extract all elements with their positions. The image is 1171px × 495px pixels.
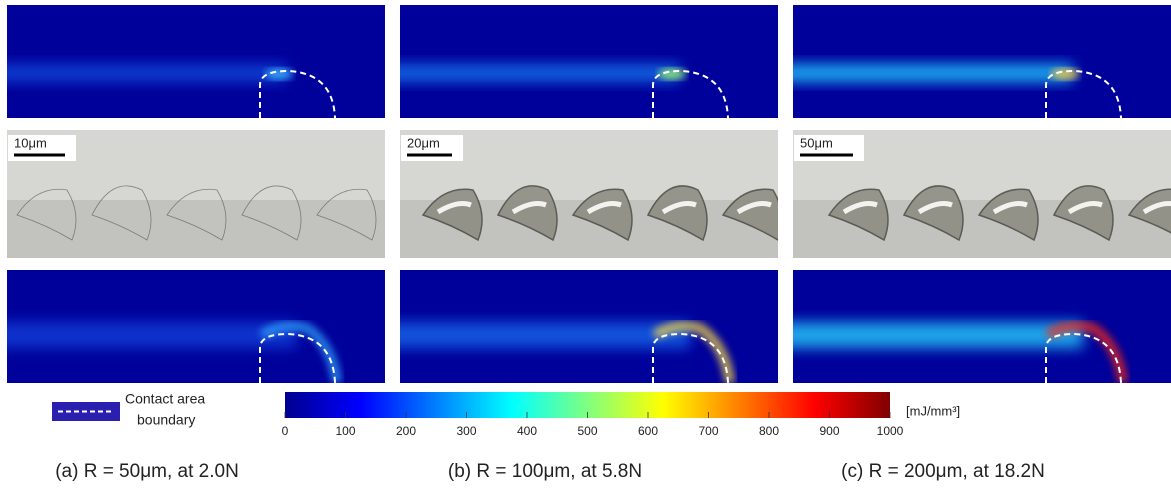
caption: (b) R = 100μm, at 5.8N	[448, 461, 642, 482]
debris-bright	[661, 201, 697, 215]
heatmap-ring	[1045, 321, 1128, 383]
legend: Contact area boundary	[52, 391, 205, 428]
debris	[646, 185, 708, 242]
heatmap-band	[7, 322, 297, 348]
colorbar-tick-label: 400	[517, 424, 537, 438]
debris	[16, 188, 77, 241]
debris-bright	[842, 201, 878, 215]
heatmap-ring	[652, 321, 735, 383]
debris-bright	[1142, 201, 1171, 215]
micrograph-track	[7, 200, 385, 258]
debris	[902, 185, 964, 242]
heatmap-bottom	[793, 270, 1171, 383]
scale-box	[8, 135, 76, 161]
colorbar-tick-label: 600	[638, 424, 658, 438]
heatmap-bg	[7, 5, 385, 118]
debris	[316, 188, 377, 241]
colorbar-tick-label: 1000	[877, 424, 904, 438]
heatmap-top	[793, 5, 1171, 118]
colorbar-tick-label: 300	[456, 424, 476, 438]
scale-label: 50μm	[800, 135, 833, 150]
micrograph: 50μm	[793, 130, 1171, 258]
heatmap-top	[7, 5, 385, 118]
caption: (c) R = 200μm, at 18.2N	[841, 461, 1045, 482]
colorbar-tick-label: 0	[282, 424, 289, 438]
scale-box	[794, 135, 864, 161]
caption: (a) R = 50μm, at 2.0N	[55, 461, 239, 482]
debris-bright	[917, 201, 953, 215]
heatmap-band	[400, 64, 680, 82]
contact-boundary	[259, 332, 336, 383]
debris	[241, 185, 302, 241]
contact-boundary	[652, 332, 729, 383]
debris-bright	[511, 201, 547, 215]
debris	[1052, 185, 1114, 242]
heatmap-bg	[793, 5, 1171, 118]
legend-label: Contact area	[125, 391, 205, 407]
colorbar-tick-label: 500	[577, 424, 597, 438]
debris	[496, 185, 558, 242]
heatmap-band	[400, 322, 690, 348]
debris-bright	[436, 201, 472, 215]
legend-label: boundary	[137, 412, 195, 428]
debris-bright	[1067, 201, 1103, 215]
colorbar-tick-label: 900	[819, 424, 839, 438]
scale-label: 20μm	[407, 135, 440, 150]
colorbar-unit: [mJ/mm³]	[906, 403, 960, 418]
colorbar-tick-label: 800	[759, 424, 779, 438]
heatmap-ring	[259, 321, 342, 383]
debris-bright	[736, 201, 772, 215]
heatmap-band	[7, 64, 287, 82]
heatmap-top	[400, 5, 778, 118]
colorbar-tick-label: 700	[698, 424, 718, 438]
heatmap-band	[793, 322, 1083, 348]
scale-label: 10μm	[14, 135, 47, 150]
debris	[166, 188, 227, 241]
heatmap-band	[793, 64, 1073, 82]
debris-bright	[992, 201, 1028, 215]
heatmap-bottom	[7, 270, 385, 383]
scale-box	[401, 135, 463, 161]
heatmap-spot	[658, 68, 686, 80]
heatmap-spot	[265, 68, 293, 80]
colorbar-tick-label: 100	[335, 424, 355, 438]
colorbar-tick-label: 200	[396, 424, 416, 438]
micrograph: 10μm	[7, 130, 385, 258]
micrograph: 20μm	[400, 130, 778, 258]
heatmap-bottom	[400, 270, 778, 383]
heatmap-spot	[1051, 68, 1079, 80]
heatmap-bg	[400, 5, 778, 118]
contact-boundary	[1045, 332, 1122, 383]
debris-bright	[586, 201, 622, 215]
debris	[91, 185, 152, 241]
